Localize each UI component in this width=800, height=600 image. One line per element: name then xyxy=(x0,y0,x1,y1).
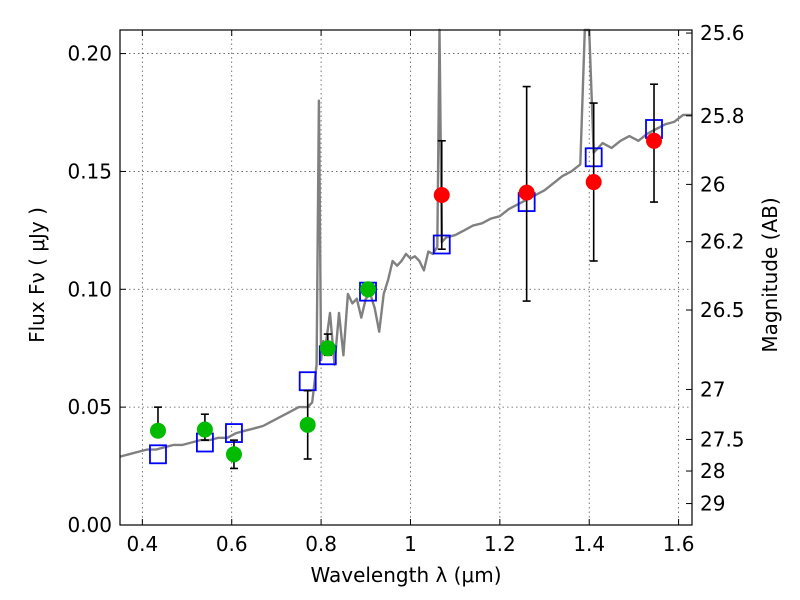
y2-tick-label: 26.2 xyxy=(700,230,745,254)
y-tick-label: 0.15 xyxy=(67,159,112,183)
grid xyxy=(120,30,692,526)
observed-point xyxy=(299,416,316,433)
x-axis-title: Wavelength λ (μm) xyxy=(310,563,501,587)
y2-tick-label: 25.8 xyxy=(700,104,745,128)
observed-point xyxy=(646,132,663,149)
x-tick-label: 1.4 xyxy=(573,532,605,556)
y2-tick-label: 25.6 xyxy=(700,21,745,45)
x-tick-label: 0.4 xyxy=(126,532,158,556)
y2-tick-label: 26.5 xyxy=(700,298,745,322)
ticks: 0.4 0.6 0.8 1 1.2 1.4 1.6 0.00 0.05 0.10 0.15 0.20 2… xyxy=(67,21,744,556)
y2-axis-title: Magnitude (AB) xyxy=(758,197,782,352)
y-tick-label: 0.10 xyxy=(67,277,112,301)
y-tick-label: 0.00 xyxy=(67,513,112,537)
observed-point xyxy=(319,340,336,357)
y2-tick-label: 26 xyxy=(700,172,725,196)
plot-frame xyxy=(119,29,693,526)
y2-tick-label: 29 xyxy=(700,492,725,516)
observed-point xyxy=(196,421,213,438)
y-axis-title: Flux Fν ( μJy ) xyxy=(25,207,49,343)
series-layer xyxy=(119,28,692,470)
y2-tick-label: 28 xyxy=(700,459,725,483)
observed-point xyxy=(518,184,535,201)
x-tick-label: 0.6 xyxy=(216,532,248,556)
x-tick-label: 1.6 xyxy=(663,532,695,556)
x-tick-label: 1.2 xyxy=(484,532,516,556)
observed-point xyxy=(433,187,450,203)
observed-point xyxy=(585,174,602,191)
x-tick-label: 0.8 xyxy=(305,532,337,556)
x-tick-label: 1 xyxy=(404,532,417,556)
y-tick-label: 0.20 xyxy=(67,42,112,66)
observed-point xyxy=(149,422,166,439)
y2-tick-label: 27.5 xyxy=(700,427,745,451)
model-photometry-square xyxy=(149,444,167,465)
observed-point xyxy=(360,281,377,298)
y-tick-label: 0.05 xyxy=(67,395,112,419)
spectrum-line xyxy=(119,28,692,458)
observed-point xyxy=(225,446,242,463)
y2-tick-label: 27 xyxy=(700,377,725,401)
